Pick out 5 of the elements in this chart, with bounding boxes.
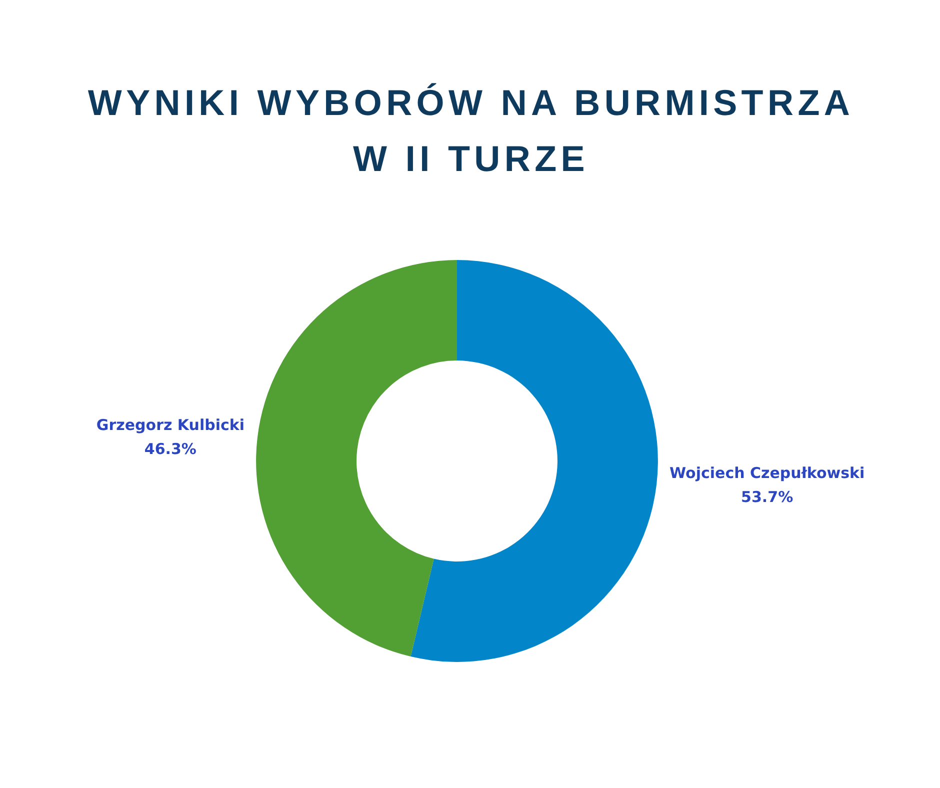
slice-label: Wojciech Czepułkowski (670, 464, 865, 482)
data-label: 46.3% (144, 440, 196, 458)
data-label: 53.7% (741, 488, 794, 506)
chart-title: WYNIKI WYBORÓW NA BURMISTRZA W II TURZE (86, 81, 856, 181)
slice-label: Grzegorz Kulbicki (96, 416, 244, 434)
